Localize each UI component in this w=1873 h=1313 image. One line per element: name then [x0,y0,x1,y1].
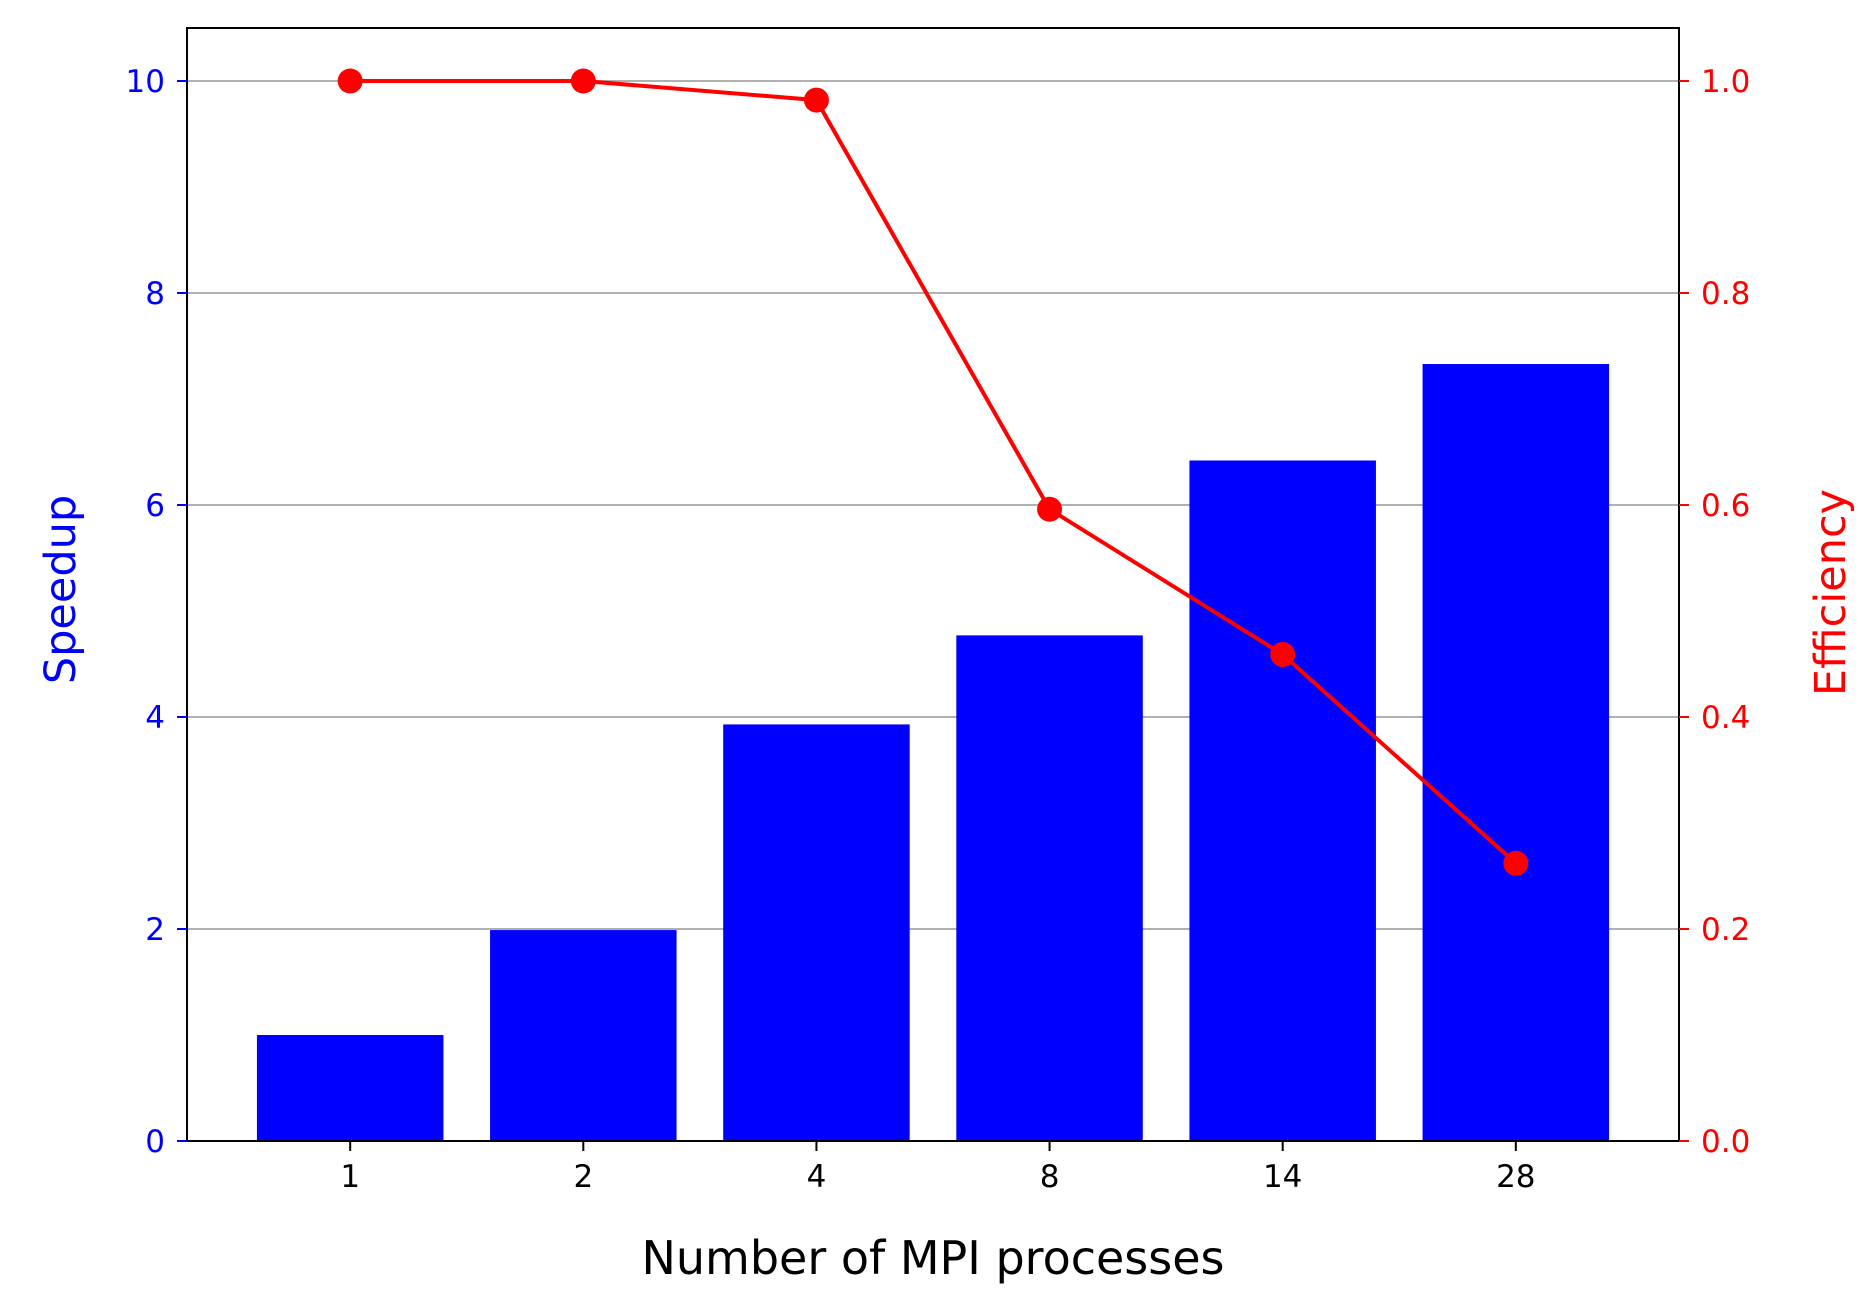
left-axis-label: Speedup [36,495,86,684]
efficiency-polyline [350,79,1518,865]
left-tick-label: 8 [145,276,165,312]
efficiency-point-1 [337,68,363,94]
right-tick-label: 0.2 [1701,912,1750,948]
bar-14 [1189,460,1376,1142]
bar-8 [956,635,1143,1141]
efficiency-point-4 [803,87,829,113]
efficiency-line [337,68,1529,876]
bar-28 [1422,364,1610,1141]
x-tick-label: 14 [1263,1159,1302,1195]
right-tick-label: 0.0 [1701,1124,1750,1160]
left-tick-label: 0 [145,1124,165,1160]
x-tick-label: 28 [1496,1159,1535,1195]
right-tick-label: 1.0 [1701,64,1750,100]
x-tick-label: 8 [1040,1159,1060,1195]
left-tick-label: 10 [126,64,165,100]
plot-frame [186,27,1680,1142]
right-tick-label: 0.6 [1701,488,1750,524]
efficiency-point-28 [1503,850,1529,876]
x-axis-ticks: 1 2 4 8 14 28 [340,1141,1536,1195]
efficiency-point-2 [570,68,596,94]
x-tick-label: 4 [807,1159,827,1195]
x-axis-label: Number of MPI processes [641,1231,1224,1285]
right-tick-label: 0.8 [1701,276,1750,312]
speedup-bars [256,364,1610,1142]
right-axis-label: Efficiency [1806,489,1856,696]
bar-2 [490,930,677,1141]
right-axis-ticks: 0.0 0.2 0.4 0.6 0.8 1.0 [1679,64,1750,1160]
bar-1 [256,1035,444,1141]
bar-4 [723,724,910,1141]
left-tick-label: 2 [145,912,165,948]
x-tick-label: 1 [340,1159,360,1195]
right-tick-label: 0.4 [1701,700,1750,736]
left-axis-ticks: 0 2 4 6 8 10 [126,64,187,1160]
left-tick-label: 4 [145,700,165,736]
efficiency-point-14 [1270,641,1296,667]
left-tick-label: 6 [145,488,165,524]
x-tick-label: 2 [573,1159,593,1195]
efficiency-point-8 [1037,496,1063,522]
